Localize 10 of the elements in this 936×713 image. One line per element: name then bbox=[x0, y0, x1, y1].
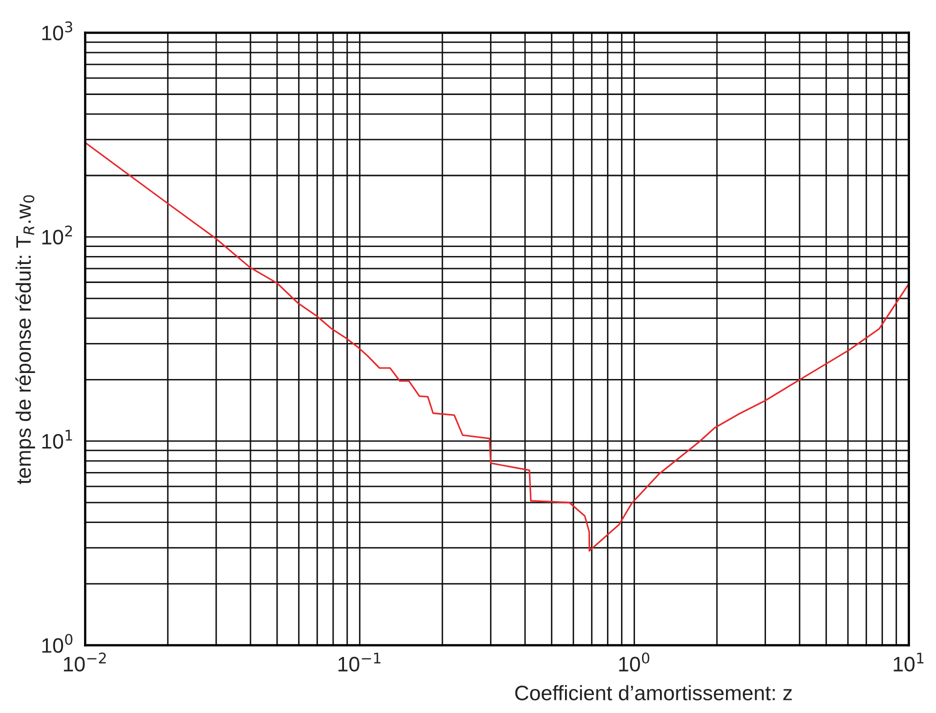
y-tick-label: 10$^{1}$ bbox=[42, 430, 72, 449]
y-tick-label: 10$^{2}$ bbox=[42, 226, 72, 245]
x-axis-title: Coefficient d’amortissement: z bbox=[515, 685, 792, 700]
x-tick-label: 10$^{1}$ bbox=[894, 652, 924, 672]
x-tick-label: 10$^{0}$ bbox=[619, 652, 650, 672]
y-tick-label: 10$^{3}$ bbox=[42, 21, 72, 40]
x-tick-label: 10$^{−1}$ bbox=[338, 652, 380, 672]
y-axis-title: temps de réponse réduit: T$_{R}$.w$_{0}$ bbox=[15, 195, 36, 484]
y-tick-label: 10$^{0}$ bbox=[42, 634, 72, 653]
x-tick-label: 10$^{−2}$ bbox=[64, 652, 106, 672]
